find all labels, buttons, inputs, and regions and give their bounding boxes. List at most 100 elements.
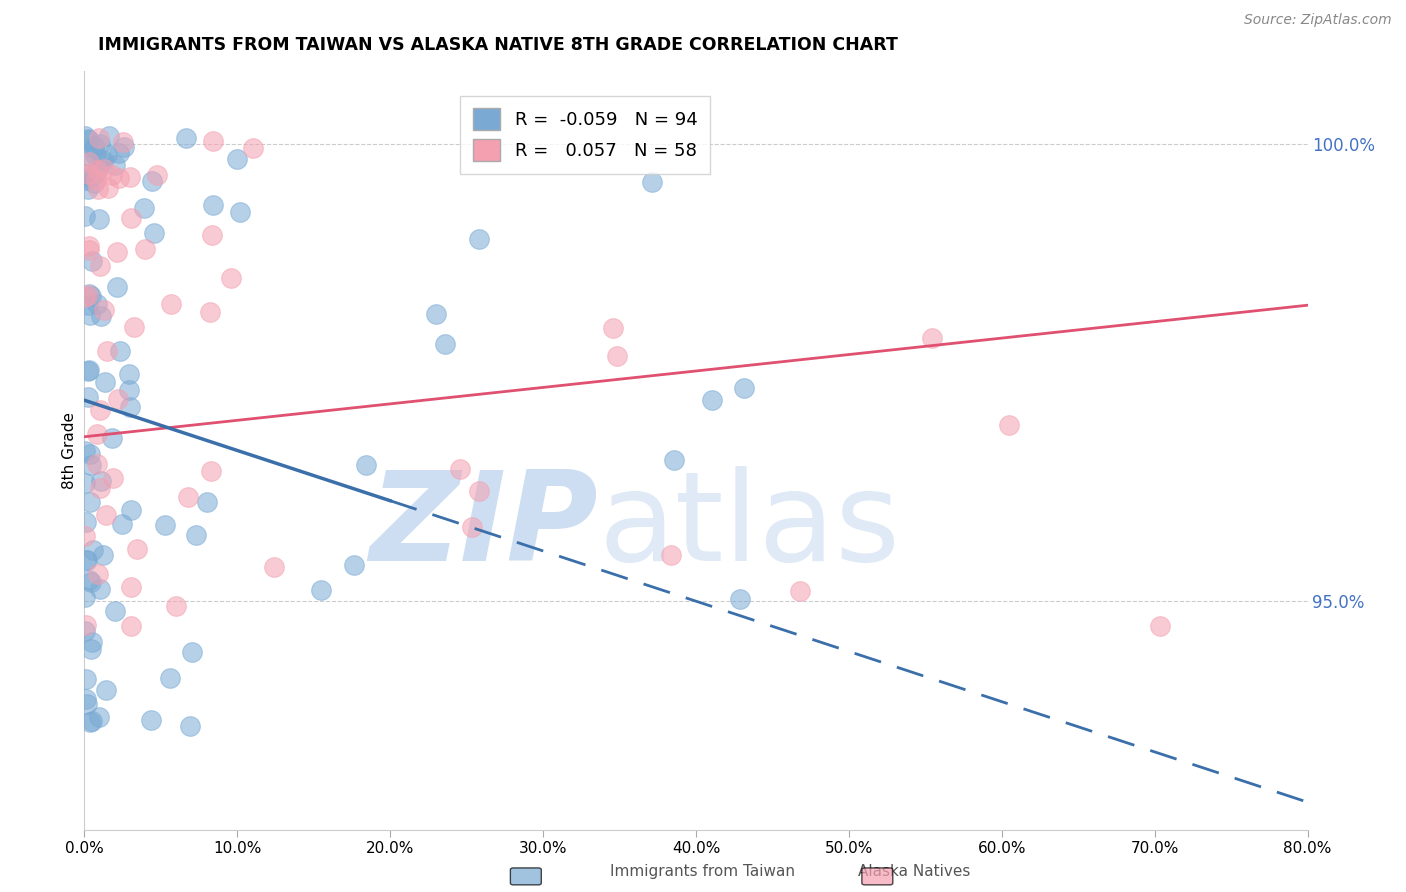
Point — [87, 181, 110, 195]
Point — [87, 566, 110, 581]
Point — [79, 155, 101, 169]
Point — [77, 298, 100, 312]
Point — [160, 297, 183, 311]
Point — [730, 591, 752, 606]
Point — [84, 173, 107, 187]
Point — [97, 129, 120, 144]
Y-axis label: 8th Grade: 8th Grade — [62, 412, 77, 489]
Text: Alaska Natives: Alaska Natives — [858, 864, 970, 879]
Point — [93, 303, 115, 318]
Point — [79, 714, 101, 729]
Point — [89, 211, 111, 226]
Point — [89, 260, 111, 274]
Point — [79, 495, 101, 509]
Point — [83, 176, 105, 190]
Point — [75, 529, 97, 543]
Point — [118, 383, 141, 397]
Point — [79, 243, 101, 257]
Point — [225, 153, 247, 167]
Point — [120, 619, 142, 633]
Point — [180, 645, 202, 659]
Point — [96, 508, 118, 523]
Point — [145, 168, 167, 182]
Point — [110, 517, 132, 532]
Point — [77, 132, 100, 146]
Point — [659, 549, 682, 563]
Point — [79, 168, 101, 182]
Point — [640, 175, 662, 189]
Point — [195, 495, 218, 509]
Point — [105, 245, 128, 260]
Point — [96, 148, 118, 162]
Point — [75, 624, 97, 639]
Point — [425, 308, 447, 322]
Point — [342, 558, 364, 573]
Point — [76, 288, 98, 302]
Point — [79, 447, 101, 461]
Point — [461, 520, 484, 534]
Point — [79, 170, 101, 185]
Point — [75, 167, 97, 181]
Point — [77, 363, 100, 377]
Point — [104, 158, 127, 172]
Point — [120, 503, 142, 517]
Point — [86, 426, 108, 441]
Point — [112, 140, 135, 154]
Point — [77, 149, 100, 163]
Point — [184, 528, 207, 542]
Point — [998, 418, 1021, 433]
Point — [200, 228, 222, 243]
Point — [702, 392, 724, 407]
Point — [789, 584, 811, 599]
Point — [94, 683, 117, 698]
Point — [80, 254, 103, 268]
Point — [468, 232, 491, 246]
Point — [202, 198, 225, 212]
Point — [77, 239, 100, 253]
Point — [93, 162, 115, 177]
Point — [89, 710, 111, 724]
Text: Source: ZipAtlas.com: Source: ZipAtlas.com — [1244, 13, 1392, 28]
Point — [309, 583, 332, 598]
Point — [354, 458, 377, 472]
Point — [80, 634, 103, 648]
Point — [86, 457, 108, 471]
Point — [105, 279, 128, 293]
Point — [86, 163, 108, 178]
Point — [75, 476, 97, 491]
Point — [84, 148, 107, 162]
Point — [179, 719, 201, 733]
Point — [202, 134, 225, 148]
Point — [80, 642, 103, 657]
Point — [94, 376, 117, 390]
Point — [177, 490, 200, 504]
Point — [80, 289, 103, 303]
Point — [159, 671, 181, 685]
Point — [139, 713, 162, 727]
Point — [120, 580, 142, 594]
Point — [165, 599, 187, 613]
Point — [83, 140, 105, 154]
Text: atlas: atlas — [598, 466, 900, 587]
Point — [75, 618, 97, 632]
Point — [76, 697, 98, 711]
Point — [120, 170, 142, 185]
Point — [198, 304, 221, 318]
Point — [120, 400, 142, 414]
Point — [75, 443, 97, 458]
Point — [174, 131, 197, 145]
Point — [77, 390, 100, 404]
Point — [125, 541, 148, 556]
Point — [108, 170, 131, 185]
Point — [155, 517, 177, 532]
Point — [79, 308, 101, 322]
Point — [921, 331, 943, 345]
Point — [96, 181, 118, 195]
Point — [83, 139, 105, 153]
Point — [1149, 618, 1171, 632]
Point — [75, 672, 97, 686]
Point — [76, 553, 98, 567]
Legend: R =  -0.059   N = 94, R =   0.057   N = 58: R = -0.059 N = 94, R = 0.057 N = 58 — [460, 95, 710, 174]
Point — [75, 590, 97, 604]
Point — [90, 309, 112, 323]
